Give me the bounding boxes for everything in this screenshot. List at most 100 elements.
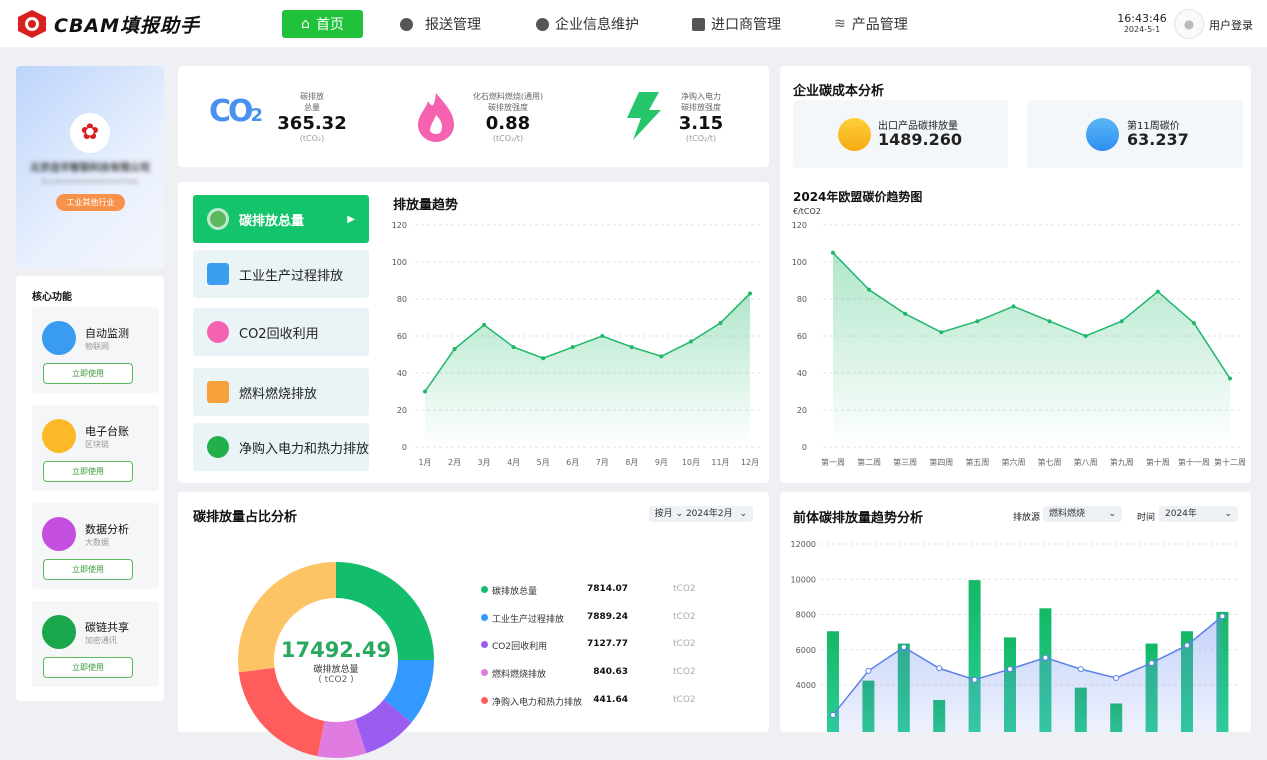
function-name: 电子台账 (85, 425, 129, 438)
chart-icon (536, 17, 549, 31)
legend-dot (481, 613, 488, 621)
clock-time: 16:43:46 (1117, 12, 1167, 25)
cloud-co2-icon (207, 208, 229, 230)
data-point (903, 311, 908, 316)
data-point (975, 319, 980, 324)
legend-name: 工业生产过程排放 (492, 614, 565, 625)
donut-unit: ( tCO2 ) (318, 675, 354, 685)
function-sub: 物联网 (85, 342, 109, 351)
legend-name: 燃料燃烧排放 (492, 670, 547, 681)
data-point (718, 321, 723, 326)
category-item[interactable]: 净购入电力和热力排放 (193, 423, 369, 471)
data-point (1119, 319, 1124, 324)
use-now-button[interactable]: 立即使用 (43, 363, 133, 384)
app-title: CBAM填报助手 (54, 14, 201, 37)
x-tick-label: 第一周 (821, 457, 845, 467)
x-tick-label: 第三周 (893, 457, 917, 467)
x-tick-label: 第十周 (1146, 457, 1170, 467)
data-point (1083, 334, 1088, 338)
data-point (1047, 319, 1052, 324)
period-select[interactable]: 按月 ⌄ 2024年2月 ⌄ (648, 506, 753, 522)
nav-home[interactable]: ⌂ 首页 (282, 10, 363, 38)
x-tick-label: 11月 (711, 458, 729, 467)
emission-share-card: 碳排放量占比分析 按月 ⌄ 2024年2月 ⌄ 17492.49 碳排放总量 (… (178, 492, 769, 758)
emission-trend-card: 碳排放总量 ▶ 工业生产过程排放 CO2回收利用 燃料燃烧排放 净购入电力和热力… (178, 182, 769, 483)
category-item[interactable]: 碳排放总量 ▶ (193, 195, 369, 243)
category-label: 碳排放总量 (239, 213, 305, 229)
avatar-icon[interactable]: ● (1174, 9, 1204, 39)
use-now-button[interactable]: 立即使用 (43, 657, 133, 678)
stat-label: 第11周碳价 (1127, 121, 1180, 132)
ledger-icon (838, 118, 871, 151)
legend-value: 840.63 (593, 667, 628, 678)
legend-unit: tCO2 (673, 667, 696, 678)
top-bar: CBAM填报助手 ⌂ 首页 报送管理 企业信息维护 进口商管理 ≋ 产品管理 16:… (0, 0, 1267, 47)
function-item: 自动监测 物联网 立即使用 (32, 307, 159, 393)
nav-product[interactable]: ≋ 产品管理 (834, 10, 908, 38)
play-arrow-icon: ▶ (347, 213, 355, 225)
use-now-button[interactable]: 立即使用 (43, 559, 133, 580)
y-tick-label: 120 (792, 221, 807, 230)
carbon-price-chart: 0 20 40 60 80 100 120 第一周 第二周 第三周 第四周 第五周 第六周 第七周 第八周 第… (792, 221, 1246, 467)
flame-icon (207, 321, 229, 343)
x-tick-label: 5月 (537, 458, 550, 467)
x-tick-label: 4月 (507, 458, 520, 467)
home-icon: ⌂ (301, 16, 310, 32)
y-tick-label: 0 (802, 443, 807, 452)
data-point (541, 356, 546, 361)
legend-item: CO2回收利用 7127.77 tCO2 (478, 638, 698, 652)
data-point (629, 345, 634, 350)
time-value: 2024年 (1165, 509, 1197, 519)
emission-trend-chart: 0 20 40 60 80 100 120 1月 2月 3月 4月 5月 6月 7月 8月 9月 10月 11月 1… (392, 221, 760, 467)
source-select[interactable]: 燃料燃烧 ⌄ (1043, 506, 1122, 522)
legend-value: 7127.77 (587, 639, 628, 650)
category-item[interactable]: 燃料燃烧排放 (193, 368, 369, 416)
x-tick-label: 6月 (566, 458, 579, 467)
data-point (1011, 304, 1016, 309)
data-point (482, 322, 487, 327)
company-name: 北京佳华智联科技有限公司 (30, 163, 150, 174)
time-select[interactable]: 2024年 ⌄ (1159, 506, 1238, 522)
nav-importer[interactable]: 进口商管理 (692, 10, 781, 38)
donut-slice (336, 562, 434, 660)
category-item[interactable]: 工业生产过程排放 (193, 250, 369, 298)
data-point (1007, 666, 1013, 673)
category-item[interactable]: CO2回收利用 (193, 308, 369, 356)
logo-icon (18, 10, 46, 38)
x-tick-label: 第六周 (1001, 457, 1025, 467)
data-point (659, 354, 664, 359)
legend-dot (481, 669, 488, 677)
nav-company[interactable]: 企业信息维护 (536, 10, 639, 38)
x-tick-label: 第二周 (857, 457, 881, 467)
y-tick-label: 100 (392, 258, 407, 267)
y-tick-label: 0 (402, 443, 407, 452)
y-tick-label: 60 (397, 332, 407, 341)
series-line (832, 252, 1231, 379)
data-point (600, 334, 605, 338)
function-icon (42, 615, 76, 649)
y-tick-label: 40 (397, 369, 407, 378)
trend-icon (207, 263, 229, 285)
section-title: 前体碳排放量趋势分析 (793, 511, 924, 526)
nav-report[interactable]: 报送管理 (400, 10, 481, 38)
login-link[interactable]: 用户登录 (1209, 19, 1253, 32)
chart-icon (400, 17, 413, 31)
y-tick-label: 20 (797, 406, 807, 415)
x-tick-label: 第八周 (1074, 457, 1098, 467)
data-point (1184, 642, 1190, 649)
use-now-button[interactable]: 立即使用 (43, 461, 133, 482)
legend-item: 净购入电力和热力排放 441.64 tCO2 (478, 694, 698, 708)
category-label: CO2回收利用 (239, 326, 319, 342)
lightning-icon (627, 92, 661, 140)
data-point (1042, 654, 1049, 661)
logo[interactable]: CBAM填报助手 (16, 9, 200, 39)
trend-line (832, 615, 1223, 716)
kpi-unit: (tCO₂/t) (492, 134, 524, 143)
company-logo-icon: ✿ (70, 113, 110, 153)
data-point (865, 667, 872, 674)
x-tick-label: 第五周 (965, 457, 989, 467)
kpi-label: 总量 (304, 103, 320, 112)
chart-title: 排放量趋势 (393, 198, 459, 213)
globe-icon (1086, 118, 1119, 151)
function-name: 碳链共享 (85, 621, 129, 634)
